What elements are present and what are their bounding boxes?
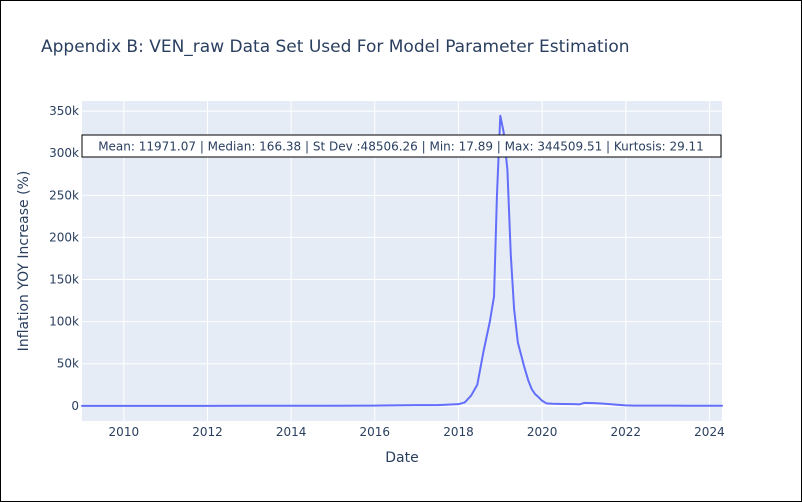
x-tick-label: 2016 bbox=[360, 425, 391, 439]
x-tick-label: 2014 bbox=[276, 425, 307, 439]
x-axis-title: Date bbox=[385, 450, 418, 466]
y-axis-ticks: 0 50k 100k 150k 200k 250k 300k 350k bbox=[49, 104, 79, 413]
series-layer bbox=[81, 114, 723, 407]
y-tick-label: 300k bbox=[49, 146, 79, 160]
x-tick-label: 2020 bbox=[527, 425, 558, 439]
x-tick-label: 2018 bbox=[443, 425, 474, 439]
y-tick-label: 350k bbox=[49, 104, 79, 118]
y-tick-label: 150k bbox=[49, 273, 79, 287]
x-tick-label: 2022 bbox=[611, 425, 642, 439]
stats-annotation-text: Mean: 11971.07 | Median: 166.38 | St Dev… bbox=[98, 140, 704, 154]
x-axis-ticks: 2010 2012 2014 2016 2018 2020 2022 2024 bbox=[109, 425, 725, 439]
x-tick-label: 2012 bbox=[192, 425, 223, 439]
y-tick-label: 200k bbox=[49, 230, 79, 244]
y-tick-label: 100k bbox=[49, 315, 79, 329]
y-axis-title: Inflation YOY Increase (%) bbox=[16, 171, 32, 352]
stats-annotation-box bbox=[81, 134, 722, 158]
series-line-ven-raw[interactable] bbox=[81, 114, 723, 407]
x-tick-label: 2010 bbox=[109, 425, 140, 439]
y-tick-label: 250k bbox=[49, 188, 79, 202]
x-tick-label: 2024 bbox=[694, 425, 725, 439]
y-tick-label: 0 bbox=[71, 399, 79, 413]
y-tick-label: 50k bbox=[57, 357, 79, 371]
chart-title: Appendix B: VEN_raw Data Set Used For Mo… bbox=[41, 37, 630, 57]
